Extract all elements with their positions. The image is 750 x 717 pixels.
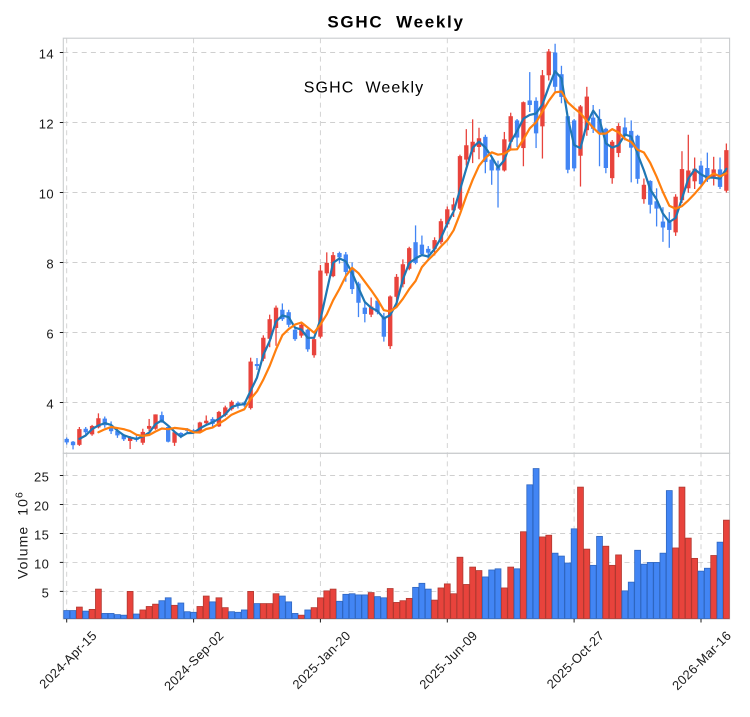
svg-text:5: 5 (42, 586, 50, 601)
svg-text:12: 12 (39, 117, 54, 132)
svg-text:SGHC Weekly: SGHC Weekly (327, 13, 464, 32)
svg-text:SGHC Weekly: SGHC Weekly (304, 80, 424, 97)
svg-text:25: 25 (34, 470, 49, 485)
svg-text:4: 4 (46, 397, 54, 412)
svg-text:10: 10 (34, 557, 49, 572)
svg-text:Volume 106: Volume 106 (14, 491, 31, 579)
svg-text:10: 10 (39, 187, 54, 202)
svg-text:8: 8 (46, 257, 54, 272)
svg-text:15: 15 (34, 528, 49, 543)
svg-text:20: 20 (34, 499, 49, 514)
svg-text:6: 6 (46, 327, 54, 342)
svg-text:14: 14 (39, 47, 54, 62)
